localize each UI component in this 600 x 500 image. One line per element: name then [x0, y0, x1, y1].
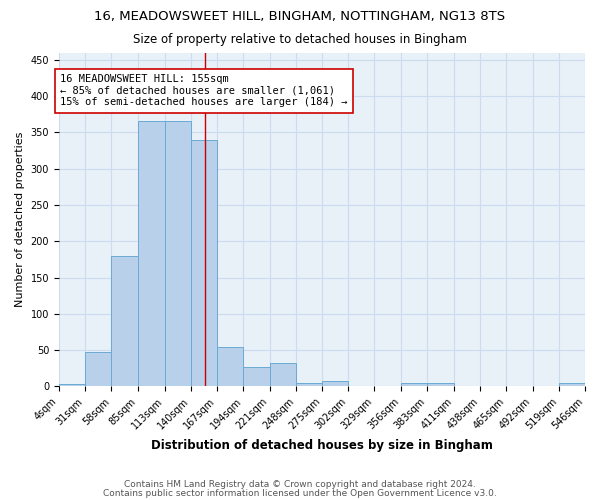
Bar: [59, 384, 85, 386]
Bar: [244, 367, 269, 386]
Bar: [191, 140, 217, 386]
Text: 16, MEADOWSWEET HILL, BINGHAM, NOTTINGHAM, NG13 8TS: 16, MEADOWSWEET HILL, BINGHAM, NOTTINGHA…: [94, 10, 506, 23]
Bar: [401, 383, 427, 386]
Text: Size of property relative to detached houses in Bingham: Size of property relative to detached ho…: [133, 32, 467, 46]
Bar: [217, 346, 244, 387]
Bar: [427, 383, 454, 386]
X-axis label: Distribution of detached houses by size in Bingham: Distribution of detached houses by size …: [151, 440, 493, 452]
Bar: [322, 382, 348, 386]
Bar: [296, 383, 322, 386]
Text: Contains HM Land Registry data © Crown copyright and database right 2024.: Contains HM Land Registry data © Crown c…: [124, 480, 476, 489]
Bar: [269, 363, 296, 386]
Text: Contains public sector information licensed under the Open Government Licence v3: Contains public sector information licen…: [103, 488, 497, 498]
Bar: [112, 256, 137, 386]
Bar: [137, 122, 165, 386]
Bar: [559, 383, 585, 386]
Bar: [165, 122, 191, 386]
Text: 16 MEADOWSWEET HILL: 155sqm
← 85% of detached houses are smaller (1,061)
15% of : 16 MEADOWSWEET HILL: 155sqm ← 85% of det…: [60, 74, 347, 108]
Y-axis label: Number of detached properties: Number of detached properties: [15, 132, 25, 307]
Bar: [85, 352, 112, 386]
